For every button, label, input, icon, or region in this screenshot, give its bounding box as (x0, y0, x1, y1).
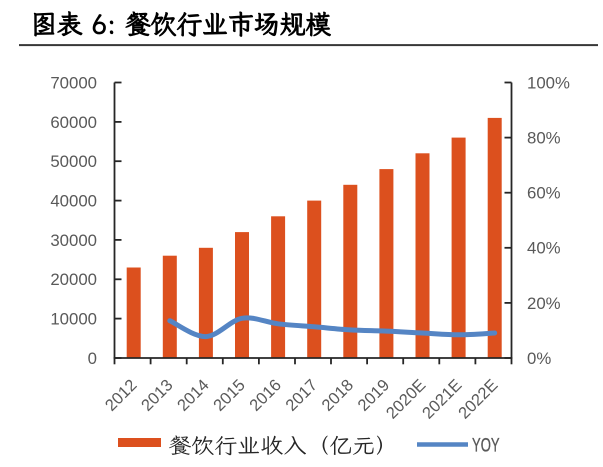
svg-text:40%: 40% (527, 239, 561, 258)
svg-text:20000: 20000 (50, 270, 97, 289)
svg-text:30000: 30000 (50, 231, 97, 250)
svg-text:80%: 80% (527, 129, 561, 148)
svg-text:40000: 40000 (50, 192, 97, 211)
svg-text:YOY: YOY (472, 434, 500, 456)
svg-text:60000: 60000 (50, 113, 97, 132)
svg-text:10000: 10000 (50, 310, 97, 329)
svg-text:100%: 100% (527, 73, 570, 92)
svg-text:20%: 20% (527, 294, 561, 313)
svg-text:70000: 70000 (50, 73, 97, 92)
svg-text:0%: 0% (527, 349, 551, 368)
svg-text:50000: 50000 (50, 152, 97, 171)
svg-text:60%: 60% (527, 184, 561, 203)
svg-text:0: 0 (88, 349, 97, 368)
